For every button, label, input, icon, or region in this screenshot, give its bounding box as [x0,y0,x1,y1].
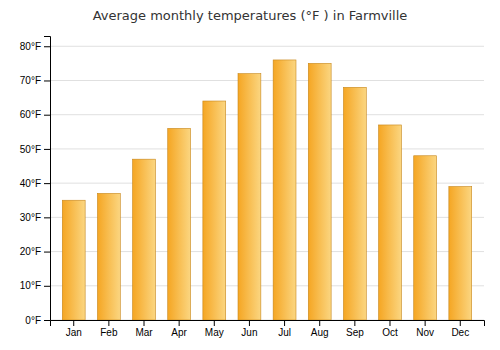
y-tick-label: 40°F [20,178,41,189]
x-axis-line [51,321,485,327]
y-tick-mark [44,217,50,218]
grid-line [50,46,484,47]
y-tick-label: 10°F [20,280,41,291]
x-tick-label: Apr [171,327,187,338]
y-tick-label: 60°F [20,109,41,120]
bars [62,60,471,320]
x-tick: May [205,320,224,338]
x-tick-mark [73,320,74,326]
x-tick-label: Mar [135,327,153,338]
x-tick-label: Jan [66,327,82,338]
x-tick: Jan [66,320,82,338]
x-tick-mark [284,320,285,326]
x-tick-label: Nov [416,327,434,338]
y-tick-label: 80°F [20,41,41,52]
y-tick: 70°F [20,75,50,86]
x-tick-label: Sep [346,327,364,338]
y-axis-line [44,37,51,321]
x-tick-label: Aug [311,327,329,338]
x-tick-label: Dec [451,327,469,338]
plot: 0°F 10°F 20°F 30°F 40°F 50°F 60°F 70°F 80°F Jan Fe… [20,37,485,339]
x-tick: Jun [241,320,257,338]
y-tick: 80°F [20,41,50,52]
y-tick: 40°F [20,178,50,189]
title: Average monthly temperatures (°F ) in Fa… [93,8,408,23]
y-tick-label: 70°F [20,75,41,86]
bar [238,74,261,320]
bar [133,159,156,320]
y-tick-mark [44,320,50,321]
x-tick: Sep [346,320,364,338]
grid-line [50,114,484,115]
x-tick-mark [460,320,461,326]
y-tick-label: 20°F [20,246,41,257]
x-tick-label: Jun [241,327,257,338]
x-tick: Apr [171,320,187,338]
x-tick: Nov [416,320,434,338]
x-tick: Oct [382,320,398,338]
y-tick: 20°F [20,246,50,257]
grid-line [50,80,484,81]
x-tick-mark [319,320,320,326]
y-tick: 30°F [20,212,50,223]
x-tick-mark [144,320,145,326]
bar [414,156,437,320]
bar [62,200,85,320]
y-tick-label: 50°F [20,144,41,155]
y-tick: 60°F [20,109,50,120]
y-tick-mark [44,80,50,81]
bar [97,193,120,320]
y-tick-mark [44,286,50,287]
y-axis: 0°F 10°F 20°F 30°F 40°F 50°F 60°F 70°F 80°F [20,37,51,326]
y-tick-mark [44,183,50,184]
x-tick-mark [354,320,355,326]
bar [203,101,226,320]
x-tick-mark [425,320,426,326]
grid [50,46,484,320]
bar [168,128,191,320]
x-tick: Jul [278,320,291,338]
x-tick-mark [389,320,390,326]
x-tick: Dec [451,320,469,338]
y-tick: 10°F [20,280,50,291]
x-tick-mark [108,320,109,326]
y-tick-mark [44,252,50,253]
x-axis: Jan Feb Mar Apr May Jun Jul Aug Sep Oct Nov Dec [51,320,485,338]
x-tick: Aug [311,320,329,338]
x-tick-mark [214,320,215,326]
bar [308,63,331,320]
y-tick-mark [44,115,50,116]
chart-svg: 0°F 10°F 20°F 30°F 40°F 50°F 60°F 70°F 80°F Jan Fe… [0,0,500,350]
x-tick-label: Oct [382,327,398,338]
x-tick-label: Feb [100,327,118,338]
bar [379,125,402,320]
y-tick-mark [44,46,50,47]
x-tick-mark [179,320,180,326]
chart-container: 0°F 10°F 20°F 30°F 40°F 50°F 60°F 70°F 80°F Jan Fe… [0,0,500,350]
x-tick-label: Jul [278,327,291,338]
y-tick-label: 0°F [25,315,41,326]
x-tick-label: May [205,327,224,338]
bar [343,87,366,320]
y-tick: 50°F [20,144,50,155]
grid-line [50,148,484,149]
x-tick: Mar [135,320,153,338]
bar [273,60,296,320]
x-tick: Feb [100,320,118,338]
y-tick: 0°F [25,315,50,326]
x-tick-mark [249,320,250,326]
y-tick-mark [44,149,50,150]
bar [449,187,472,320]
y-tick-label: 30°F [20,212,41,223]
